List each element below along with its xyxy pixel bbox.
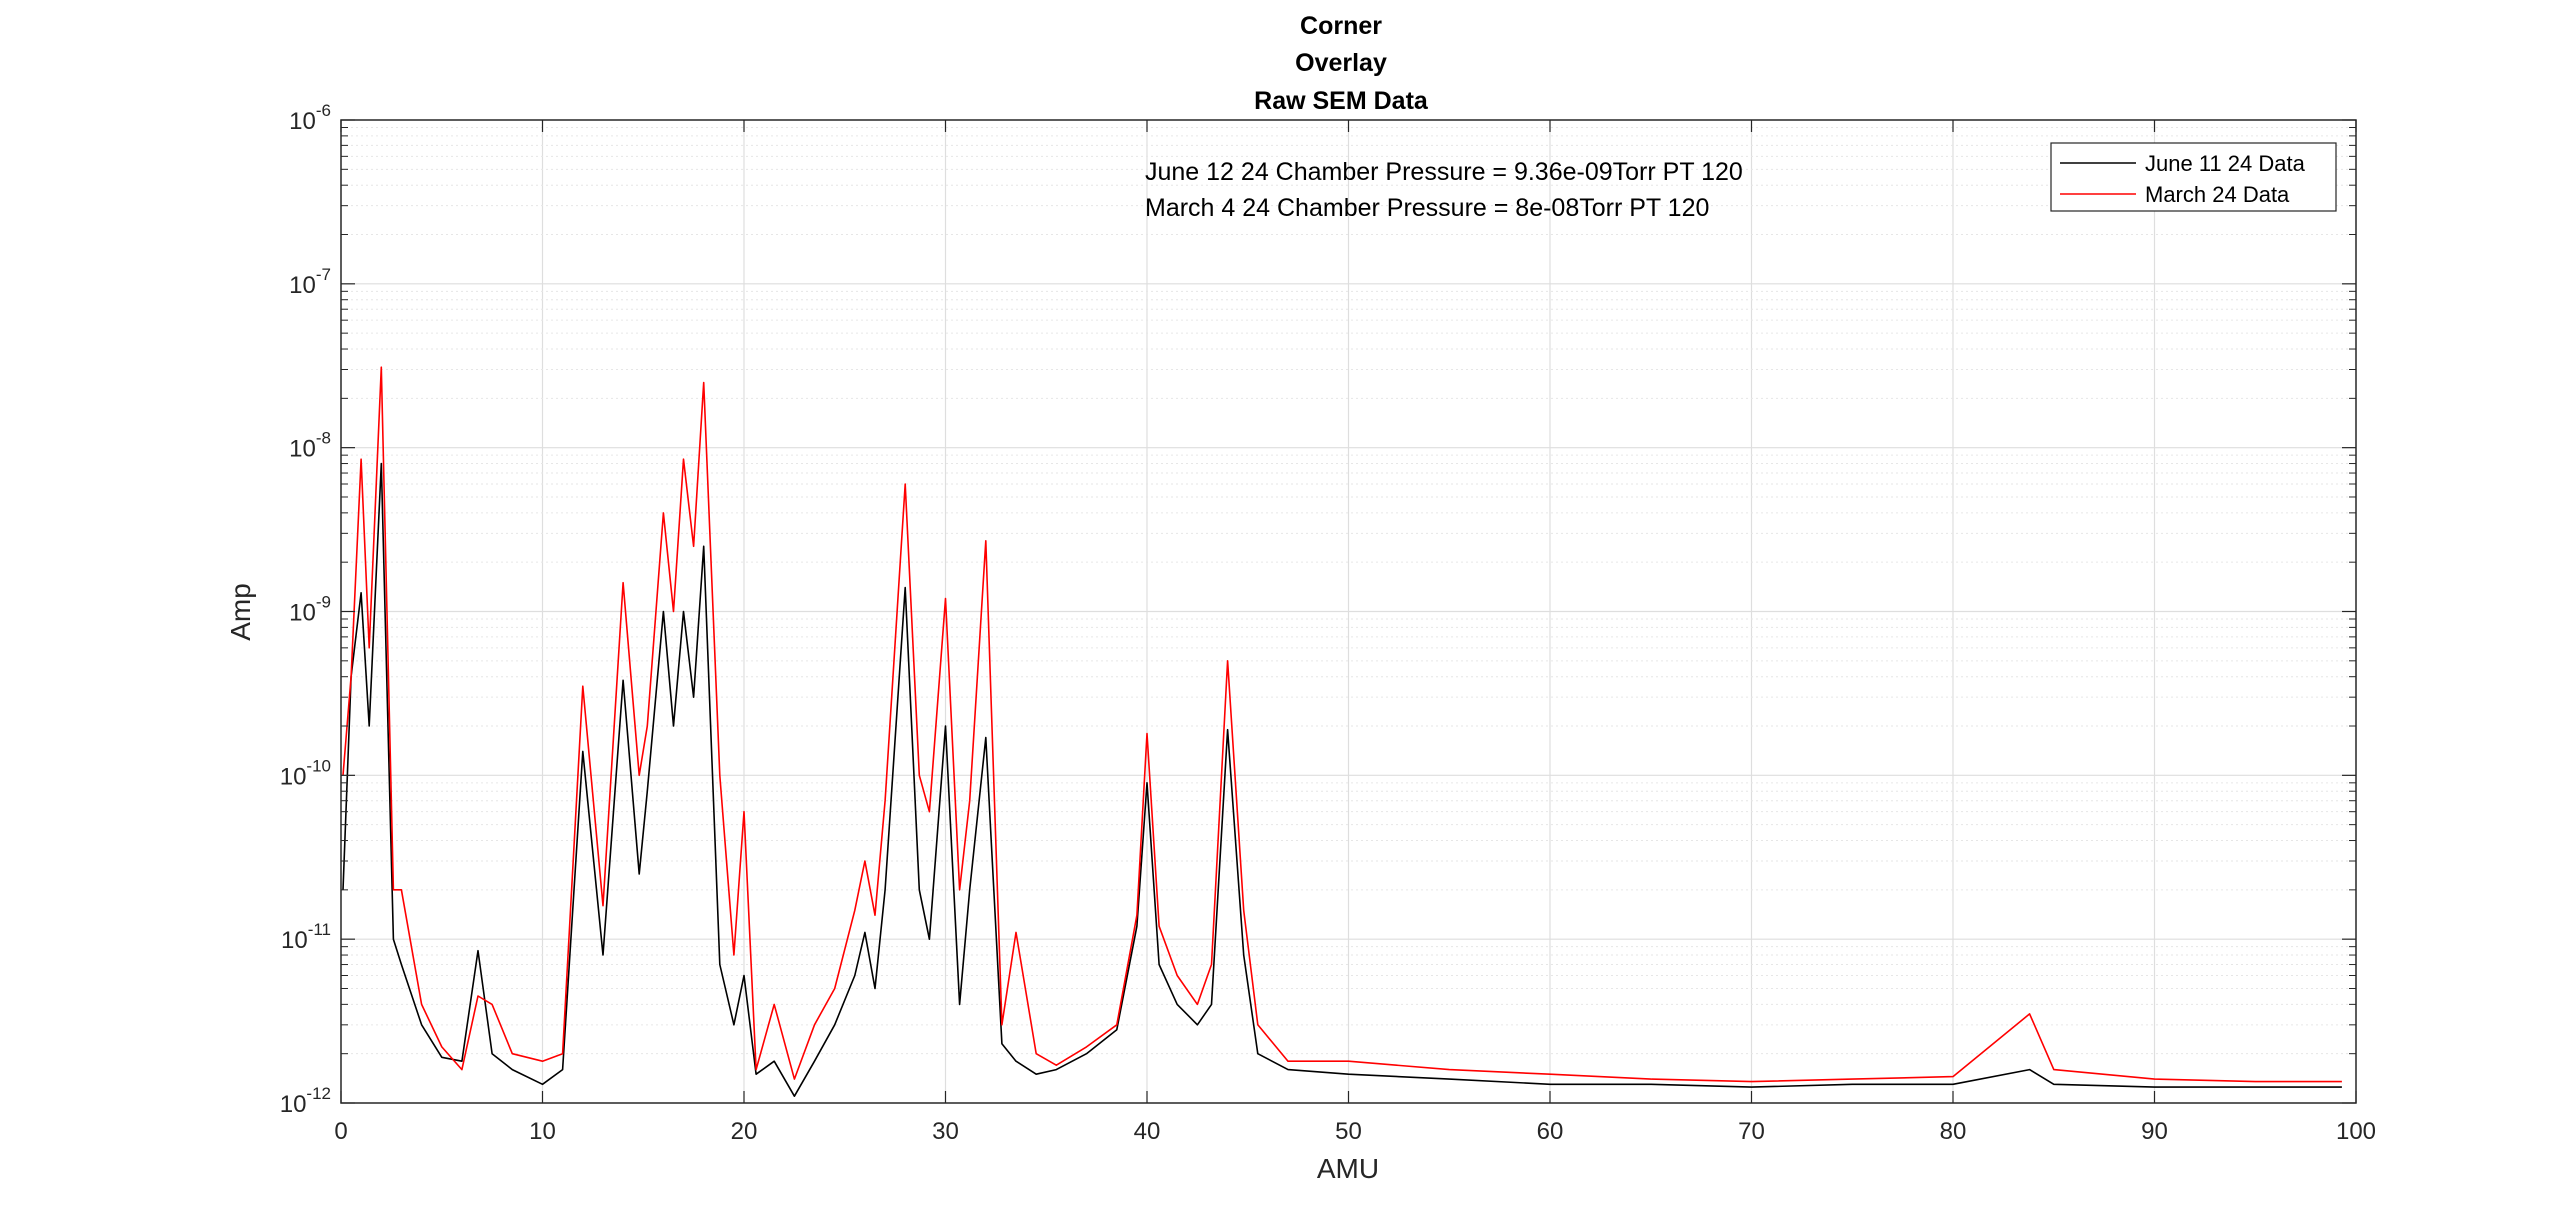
legend-box bbox=[2050, 142, 2337, 212]
y-tick-label: 10-11 bbox=[281, 920, 331, 954]
x-tick-label: 60 bbox=[1537, 1118, 1564, 1145]
y-tick-label: 10-7 bbox=[289, 265, 331, 299]
plot-border bbox=[340, 119, 2357, 1104]
y-tick-label: 10-8 bbox=[289, 429, 331, 463]
grid bbox=[341, 120, 2356, 1103]
x-tick-label: 70 bbox=[1738, 1118, 1765, 1145]
legend-label-march: March 24 Data bbox=[2145, 182, 2290, 207]
annotation-march: March 4 24 Chamber Pressure = 8e-08Torr … bbox=[1145, 194, 1709, 222]
y-tick-label: 10-12 bbox=[280, 1084, 331, 1118]
chart-title-line-2: Overlay bbox=[1295, 49, 1387, 77]
y-tick-label: 10-6 bbox=[289, 101, 331, 135]
chart-title-line-1: Corner bbox=[1300, 12, 1382, 40]
x-tick-label: 20 bbox=[731, 1118, 758, 1145]
x-tick-label: 40 bbox=[1134, 1118, 1161, 1145]
annotations: June 12 24 Chamber Pressure = 9.36e-09To… bbox=[1145, 158, 1743, 222]
x-tick-label: 30 bbox=[932, 1118, 959, 1145]
tick-labels: 0 10 20 30 40 50 60 70 80 90 100 10-12 10-11 10-10 10-… bbox=[280, 101, 2376, 1145]
x-axis-label: AMU bbox=[1317, 1153, 1379, 1184]
legend: June 11 24 Data March 24 Data bbox=[2050, 142, 2337, 212]
x-tick-label: 80 bbox=[1940, 1118, 1967, 1145]
x-tick-label: 100 bbox=[2336, 1118, 2376, 1145]
y-tick-label: 10-9 bbox=[289, 593, 331, 627]
series-line-june bbox=[342, 462, 2342, 1097]
series-group bbox=[342, 366, 2342, 1097]
y-axis-label: Amp bbox=[225, 583, 256, 641]
chart-title: Corner Overlay Raw SEM Data bbox=[1254, 12, 1429, 115]
axis-ticks bbox=[340, 119, 2357, 1104]
x-tick-label: 0 bbox=[334, 1118, 347, 1145]
y-tick-label: 10-10 bbox=[280, 756, 331, 790]
series-line-march bbox=[342, 366, 2342, 1083]
legend-label-june: June 11 24 Data bbox=[2145, 151, 2306, 176]
x-tick-label: 10 bbox=[529, 1118, 556, 1145]
chart-title-line-3: Raw SEM Data bbox=[1254, 87, 1429, 115]
x-tick-label: 50 bbox=[1335, 1118, 1362, 1145]
x-tick-label: 90 bbox=[2141, 1118, 2168, 1145]
annotation-june: June 12 24 Chamber Pressure = 9.36e-09To… bbox=[1145, 158, 1743, 186]
